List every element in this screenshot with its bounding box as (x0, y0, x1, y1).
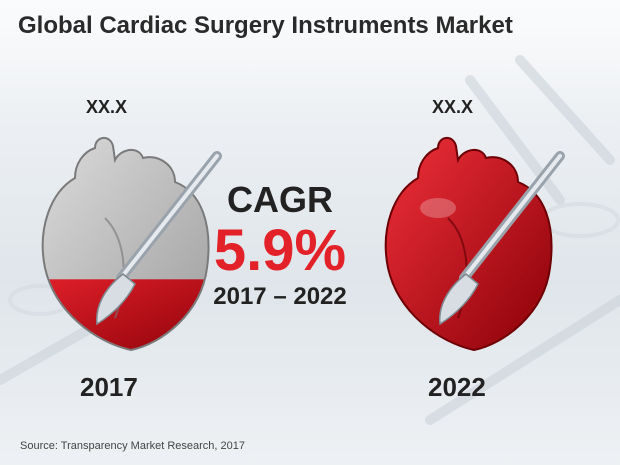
heart-2017 (41, 137, 222, 352)
chart-title: Global Cardiac Surgery Instruments Marke… (18, 12, 513, 39)
value-label-2017: XX.X (86, 97, 128, 117)
heart-2022 (384, 137, 565, 352)
year-label-2017: 2017 (80, 372, 138, 402)
source-note: Source: Transparency Market Research, 20… (20, 440, 246, 452)
heart-fill-2022 (384, 137, 553, 352)
year-label-2022: 2022 (428, 372, 486, 402)
value-label-2022: XX.X (432, 97, 474, 117)
cagr-value: 5.9% (213, 218, 347, 283)
cagr-period: 2017 – 2022 (213, 283, 347, 310)
cagr-block: CAGR 5.9% 2017 – 2022 (195, 180, 365, 312)
cagr-label: CAGR (227, 179, 333, 220)
